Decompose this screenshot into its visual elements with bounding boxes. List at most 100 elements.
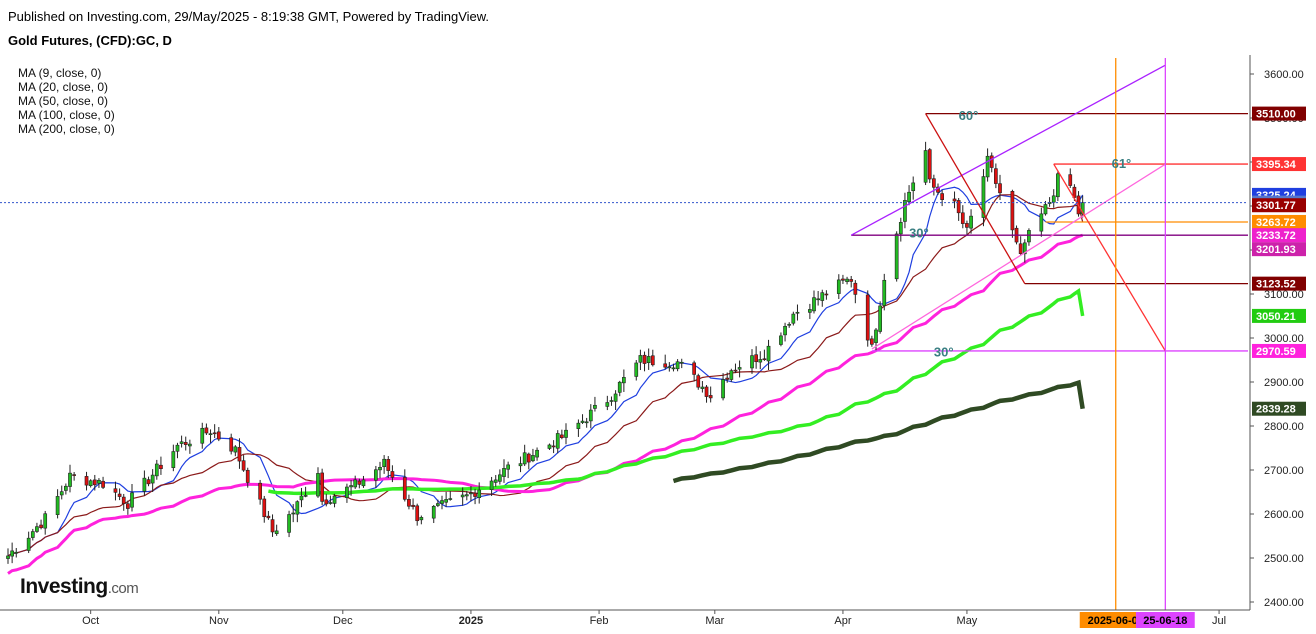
candle-body	[489, 480, 494, 490]
indicator-ma-200[interactable]: MA (200, close, 0)	[18, 122, 115, 136]
candle-body	[6, 555, 10, 559]
candle-body	[349, 485, 353, 488]
angle-label: 61°	[1112, 156, 1132, 171]
candle-body	[477, 489, 482, 499]
candle-body	[721, 379, 725, 399]
candle-body	[382, 458, 386, 467]
price-axis[interactable]: 2400.00 2500.00 2600.00 2700.00 2800.00 2900.…	[1249, 55, 1304, 610]
candle-body	[758, 359, 763, 363]
candle-body	[35, 526, 39, 532]
candle-body	[622, 377, 626, 384]
candle-body	[460, 494, 465, 498]
candle-body	[989, 155, 994, 168]
candle-body	[43, 513, 48, 529]
candle-body	[588, 409, 593, 422]
candle-body	[845, 278, 849, 282]
candle-body	[332, 495, 337, 504]
candle-body	[907, 191, 911, 203]
candle-body	[853, 282, 858, 295]
indicator-ma-9[interactable]: MA (9, close, 0)	[18, 66, 102, 80]
time-tick-label: Apr	[834, 615, 851, 627]
candle-body	[14, 551, 19, 554]
price-label-tag	[1252, 343, 1306, 358]
time-axis[interactable]: Oct Nov Dec 2025 Feb Mar Apr May Jul	[0, 609, 1250, 627]
time-tick-label: Feb	[590, 615, 609, 627]
price-label-tag	[1252, 228, 1306, 243]
candle-body	[985, 155, 990, 178]
price-tick-label: 3600.00	[1264, 69, 1304, 81]
candle-body	[212, 432, 217, 435]
candle-body	[795, 311, 800, 314]
trend-line	[850, 64, 1166, 236]
candle-body	[518, 463, 523, 467]
candle-body	[911, 182, 916, 192]
candle-body	[969, 215, 973, 229]
indicator-ma-100[interactable]: MA (100, close, 0)	[18, 108, 115, 122]
price-tick-label: 3000.00	[1264, 333, 1304, 345]
candle-body	[241, 460, 246, 471]
candle-body	[68, 472, 72, 487]
price-tick-label: 2400.00	[1264, 597, 1304, 609]
ma-line-200	[672, 379, 1085, 484]
candle-body	[927, 149, 932, 180]
trend-drawings[interactable]: 60° 61° 30° 30°	[0, 58, 1248, 610]
candle-body	[328, 502, 333, 504]
candle-body	[787, 323, 792, 326]
candle-body	[55, 496, 60, 515]
candle-body	[576, 422, 581, 429]
indicator-ma-50[interactable]: MA (50, close, 0)	[18, 94, 109, 108]
candle-body	[526, 453, 531, 463]
candle-body	[613, 393, 618, 402]
candle-body	[874, 329, 878, 343]
time-label-text: 25-06-18	[1143, 615, 1187, 627]
trend-line	[871, 163, 1166, 350]
price-tick-label: 2800.00	[1264, 421, 1304, 433]
time-tick-label: Nov	[209, 615, 229, 627]
candle-body	[390, 471, 395, 478]
trend-line	[1053, 163, 1166, 352]
candle-body	[295, 501, 300, 515]
moving-averages	[7, 186, 1085, 575]
candle-body	[1022, 242, 1027, 255]
candle-body	[808, 309, 812, 313]
price-label-tag	[1252, 276, 1306, 291]
candle-body	[502, 468, 506, 477]
candle-body	[1051, 195, 1056, 203]
candle-body	[146, 479, 151, 485]
candle-body	[779, 335, 783, 345]
candle-body	[171, 451, 176, 468]
candle-body	[836, 279, 841, 294]
candle-body	[634, 362, 639, 377]
ma-line-100	[268, 288, 1085, 496]
candle-body	[101, 480, 105, 488]
candle-body	[551, 445, 556, 448]
candle-body	[1018, 243, 1023, 254]
candle-body	[865, 294, 870, 341]
price-label-text: 3263.72	[1256, 217, 1296, 229]
price-tick-label: 3100.00	[1264, 289, 1304, 301]
candle-body	[444, 499, 448, 503]
candle-body	[783, 326, 787, 336]
angle-label: 30°	[909, 225, 929, 240]
candle-body	[324, 499, 329, 505]
candle-body	[97, 479, 101, 484]
candle-body	[547, 444, 552, 449]
candle-body	[287, 514, 291, 533]
candle-body	[188, 443, 192, 447]
candle-body	[535, 449, 539, 458]
candle-body	[320, 472, 324, 502]
price-tick-label: 2500.00	[1264, 553, 1304, 565]
candle-body	[142, 477, 147, 492]
candle-body	[750, 355, 754, 369]
published-caption: Published on Investing.com, 29/May/2025 …	[8, 9, 490, 24]
symbol-title: Gold Futures, (CFD):GC, D	[8, 33, 172, 48]
candle-body	[609, 400, 614, 402]
candle-body	[200, 427, 205, 444]
price-tick-label: 2600.00	[1264, 509, 1304, 521]
candle-body	[898, 222, 903, 235]
candle-body	[303, 495, 308, 497]
candle-body	[960, 212, 965, 224]
angle-label: 60°	[959, 108, 979, 123]
indicator-ma-20[interactable]: MA (20, close, 0)	[18, 80, 109, 94]
